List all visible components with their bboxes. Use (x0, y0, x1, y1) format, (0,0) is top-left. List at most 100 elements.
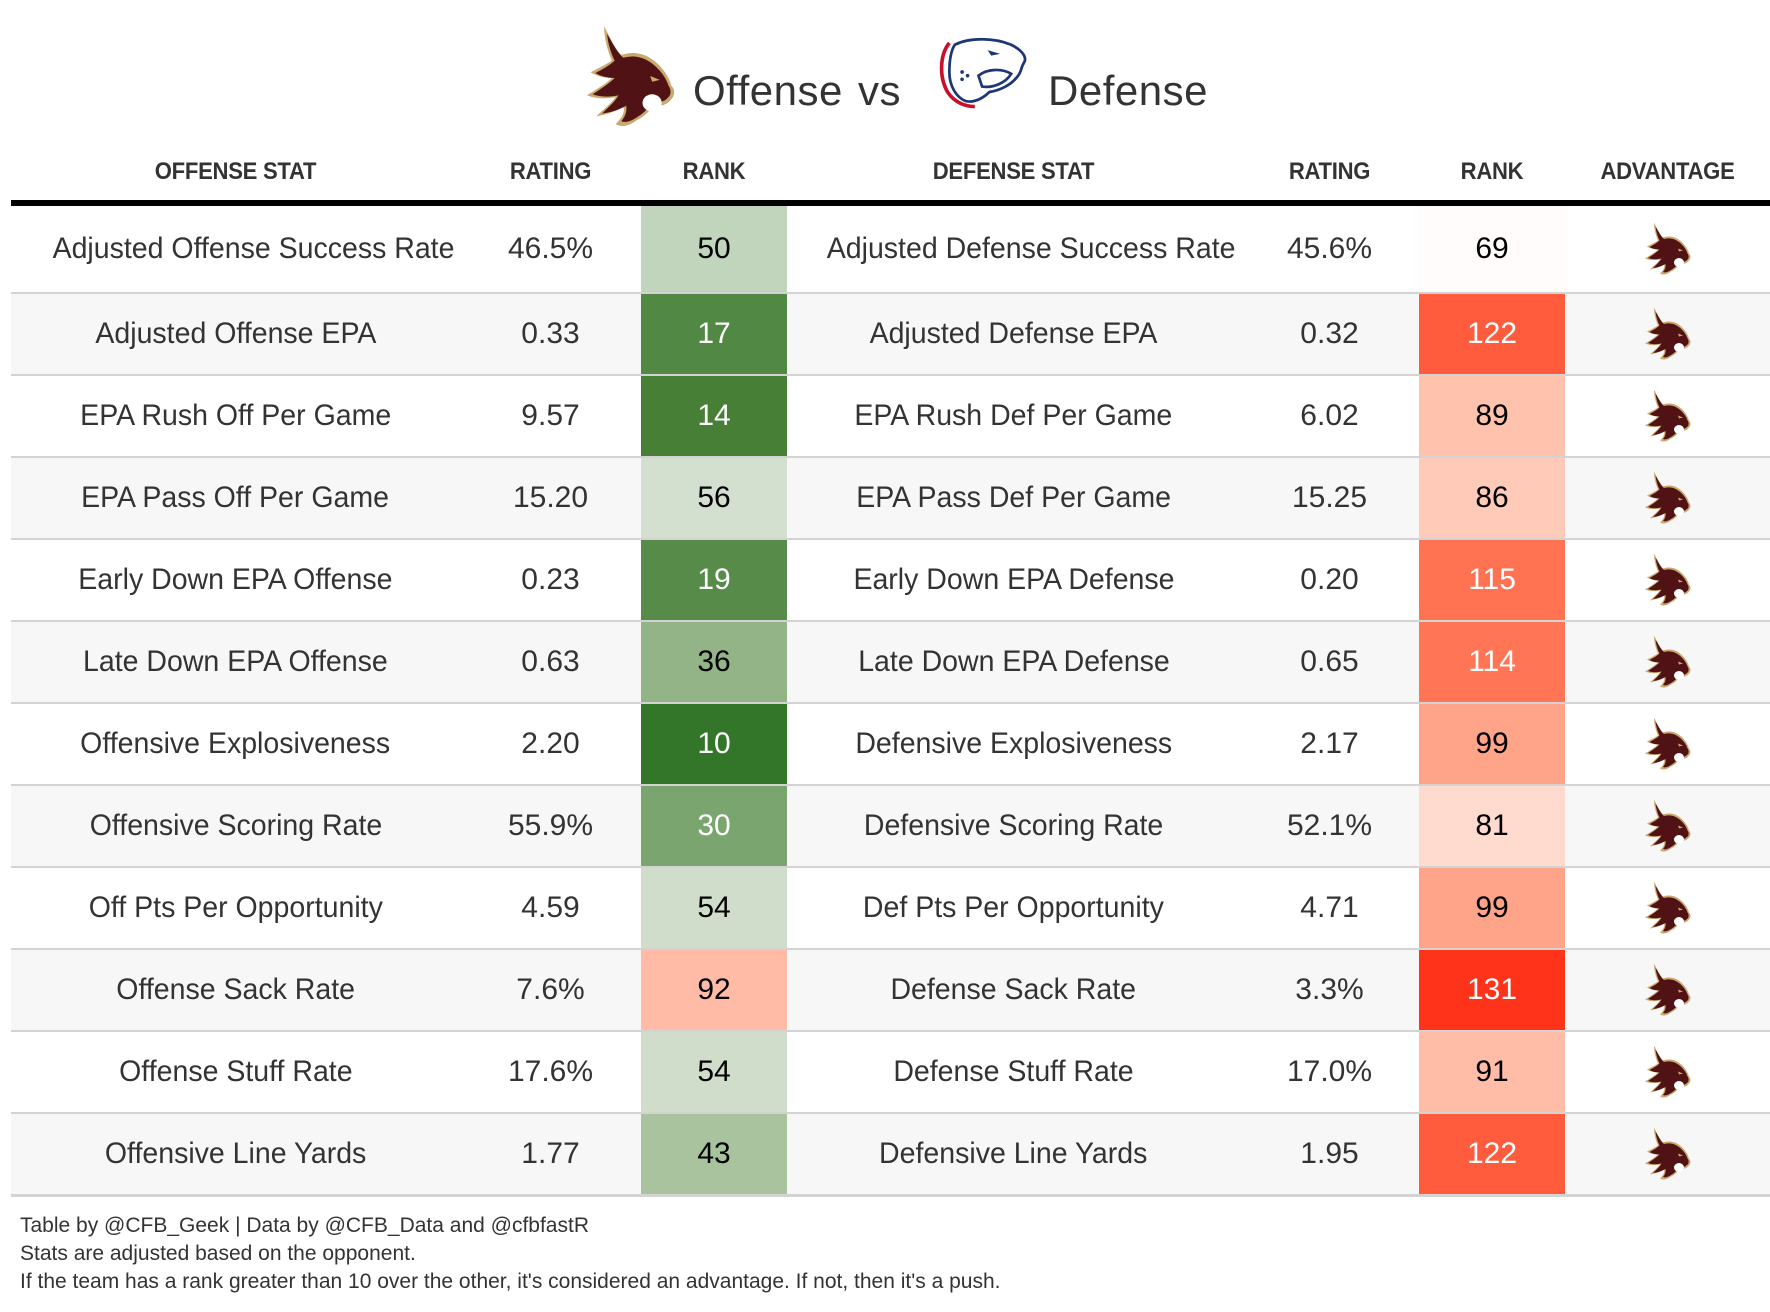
advantage-cell (1565, 206, 1770, 292)
defense-stat-cell: Adjusted Defense Success Rate (787, 206, 1276, 292)
advantage-cell (1565, 622, 1770, 702)
header-offense-rating: RATING (509, 158, 592, 185)
title-offense: Offense (693, 67, 843, 114)
advantage-cell (1565, 1114, 1770, 1194)
bobcat-advantage-icon (1643, 634, 1693, 690)
offense-stat-name: EPA Rush Off Per Game (79, 399, 392, 432)
offense-rank-cell: 17 (641, 294, 787, 374)
advantage-cell (1565, 704, 1770, 784)
offense-rank-cell: 54 (641, 868, 787, 948)
advantage-cell (1565, 1032, 1770, 1112)
offense-rating-cell: 17.6% (507, 1055, 594, 1088)
defense-rating-cell: 0.32 (1300, 317, 1359, 350)
defense-rank-cell: 115 (1419, 540, 1565, 620)
defense-stat-name: Defense Sack Rate (890, 973, 1137, 1006)
defense-stat-name: Defensive Line Yards (879, 1137, 1148, 1170)
defense-rank-cell: 91 (1419, 1032, 1565, 1112)
offense-rating-cell: 7.6% (516, 973, 585, 1006)
defense-rank-cell: 99 (1419, 704, 1565, 784)
offense-rating-cell: 15.20 (512, 481, 589, 514)
advantage-cell (1565, 950, 1770, 1030)
defense-rank-cell: 131 (1419, 950, 1565, 1030)
footer: Table by @CFB_Geek | Data by @CFB_Data a… (20, 1212, 1000, 1296)
defense-rating-cell: 6.02 (1300, 399, 1359, 432)
defense-rating-cell: 15.25 (1291, 481, 1368, 514)
table-row: Off Pts Per Opportunity 4.59 54 Def Pts Per… (11, 868, 1770, 950)
table-row: Offense Sack Rate 7.6% 92 Defense Sack Rate… (11, 950, 1770, 1032)
footer-note-adjusted: Stats are adjusted based on the opponent… (20, 1242, 416, 1265)
offense-stat-cell: Early Down EPA Offense (11, 540, 460, 620)
defense-stat-cell: Defense Sack Rate (787, 950, 1240, 1030)
offense-rating-cell: 9.57 (521, 399, 580, 432)
table-row: Early Down EPA Offense 0.23 19 Early Down E… (11, 540, 1770, 622)
bobcat-advantage-icon (1643, 470, 1693, 526)
header-defense-rating: RATING (1288, 158, 1371, 185)
defense-rating-cell: 52.1% (1286, 809, 1373, 842)
defense-stat-cell: Defense Stuff Rate (787, 1032, 1240, 1112)
defense-stat-name: Early Down EPA Defense (852, 563, 1175, 596)
defense-stat-cell: Late Down EPA Defense (787, 622, 1240, 702)
advantage-cell (1565, 868, 1770, 948)
header-offense-stat: OFFENSE STAT (154, 158, 317, 185)
defense-rank-cell: 89 (1419, 376, 1565, 456)
defense-stat-name: Adjusted Defense EPA (869, 317, 1158, 350)
defense-rank-cell: 81 (1419, 786, 1565, 866)
advantage-cell (1565, 540, 1770, 620)
table-row: Offensive Line Yards 1.77 43 Defensive Line… (11, 1114, 1770, 1197)
table-row: Adjusted Offense Success Rate 46.5% 50 Adju… (11, 206, 1770, 294)
offense-stat-name: Adjusted Offense Success Rate (52, 232, 455, 265)
defense-rank-cell: 99 (1419, 868, 1565, 948)
offense-stat-cell: Offense Sack Rate (11, 950, 460, 1030)
offense-stat-name: Offense Stuff Rate (118, 1055, 353, 1088)
offense-stat-name: Offensive Scoring Rate (89, 809, 382, 842)
table-row: Late Down EPA Offense 0.63 36 Late Down EPA… (11, 622, 1770, 704)
bobcat-advantage-icon (1643, 798, 1693, 854)
jaguar-logo-icon (933, 34, 1033, 110)
advantage-cell (1565, 458, 1770, 538)
bobcat-advantage-icon (1643, 1126, 1693, 1182)
table-row: EPA Rush Off Per Game 9.57 14 EPA Rush Def … (11, 376, 1770, 458)
offense-rating-cell: 1.77 (521, 1137, 580, 1170)
defense-stat-cell: Adjusted Defense EPA (787, 294, 1240, 374)
offense-stat-cell: Offense Stuff Rate (11, 1032, 460, 1112)
chart-title: Offense vs Defense (0, 18, 1770, 128)
bobcat-advantage-icon (1643, 880, 1693, 936)
bobcat-advantage-icon (1643, 388, 1693, 444)
offense-rank-cell: 14 (641, 376, 787, 456)
defense-rating-cell: 45.6% (1286, 232, 1373, 265)
offense-stat-cell: Offensive Explosiveness (11, 704, 460, 784)
table-row: Offensive Scoring Rate 55.9% 30 Defensive S… (11, 786, 1770, 868)
defense-rating-cell: 0.65 (1300, 645, 1359, 678)
defense-stat-cell: EPA Rush Def Per Game (787, 376, 1240, 456)
offense-stat-name: EPA Pass Off Per Game (81, 481, 390, 514)
defense-rank-cell: 122 (1419, 294, 1565, 374)
header-defense-rank: RANK (1460, 158, 1524, 185)
defense-stat-name: Defensive Scoring Rate (863, 809, 1164, 842)
table-body: Adjusted Offense Success Rate 46.5% 50 Adju… (11, 206, 1770, 1197)
offense-stat-name: Late Down EPA Offense (83, 645, 388, 678)
offense-rank-cell: 43 (641, 1114, 787, 1194)
header-defense-stat: DEFENSE STAT (932, 158, 1095, 185)
defense-stat-cell: Defensive Explosiveness (787, 704, 1240, 784)
offense-rating-cell: 0.33 (521, 317, 580, 350)
bobcat-advantage-icon (1643, 962, 1693, 1018)
offense-rating-cell: 4.59 (521, 891, 580, 924)
offense-stat-name: Offense Sack Rate (116, 973, 355, 1006)
offense-stat-cell: Offensive Line Yards (11, 1114, 460, 1194)
offense-rank-cell: 50 (641, 206, 787, 292)
bobcat-advantage-icon (1643, 716, 1693, 772)
defense-rank-cell: 86 (1419, 458, 1565, 538)
header-divider (11, 200, 1770, 206)
table-row: Adjusted Offense EPA 0.33 17 Adjusted Defen… (11, 294, 1770, 376)
title-defense: Defense (1048, 67, 1208, 114)
defense-rating-cell: 4.71 (1300, 891, 1359, 924)
title-vs: vs (858, 67, 901, 114)
offense-rating-cell: 55.9% (507, 809, 594, 842)
footer-credits: Table by @CFB_Geek | Data by @CFB_Data a… (20, 1214, 589, 1237)
offense-rank-cell: 30 (641, 786, 787, 866)
offense-rating-cell: 0.63 (521, 645, 580, 678)
defense-stat-cell: Early Down EPA Defense (787, 540, 1240, 620)
defense-stat-name: Def Pts Per Opportunity (863, 891, 1164, 924)
offense-rating-cell: 0.23 (521, 563, 580, 596)
offense-stat-cell: Off Pts Per Opportunity (11, 868, 460, 948)
